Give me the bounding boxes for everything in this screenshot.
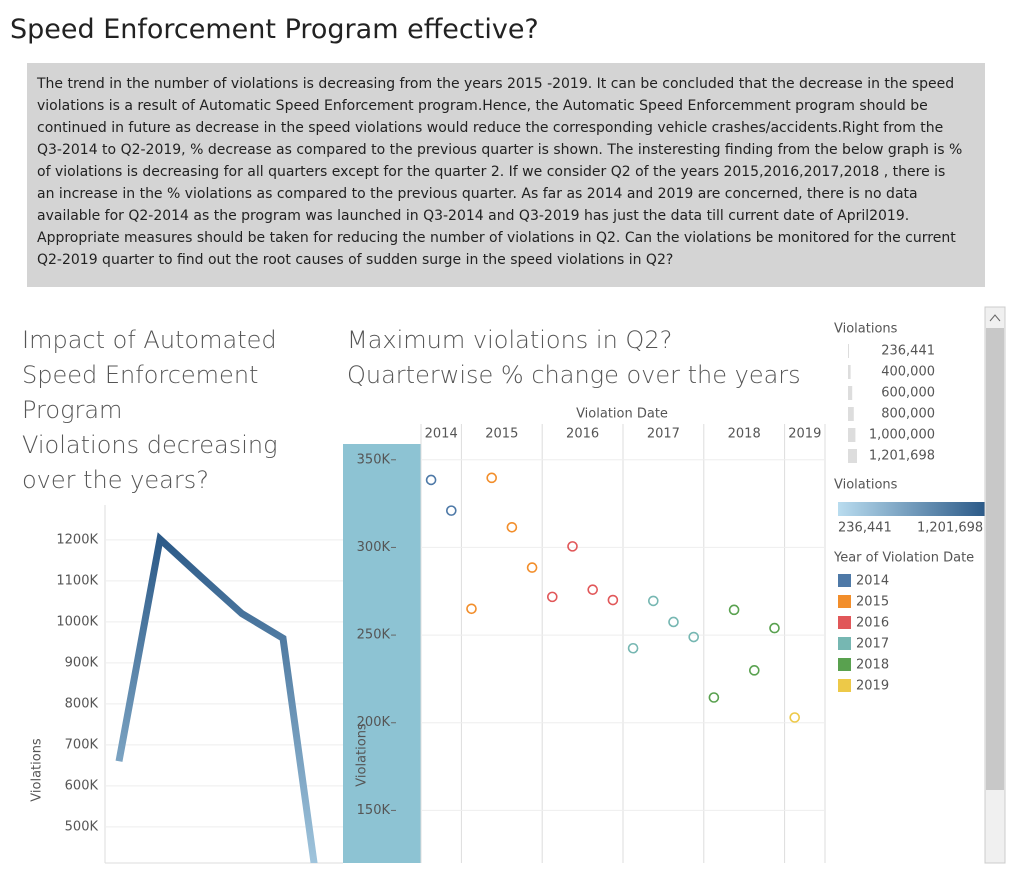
legend-label: 236,441 — [881, 344, 935, 359]
point — [728, 604, 740, 616]
point — [526, 562, 538, 573]
y-tick-label: 1100K — [56, 573, 98, 588]
y-tick-label: 600K — [65, 778, 99, 793]
x-axis-title: Violation Date — [576, 407, 668, 422]
y-tick-label: 900K — [65, 655, 99, 670]
point — [587, 584, 599, 595]
legend-label: 1,000,000 — [869, 428, 935, 443]
legend-title: Year of Violation Date — [833, 551, 974, 566]
chart-subtitle: Quarterwise % change over the years — [347, 361, 801, 389]
legend-label: 2019 — [856, 679, 889, 694]
point — [708, 692, 720, 703]
y-tick-label: 150K — [357, 803, 391, 818]
size-swatch — [848, 386, 853, 400]
legend-title: Violations — [834, 322, 898, 337]
legend-swatch — [838, 679, 851, 692]
chart-title: Maximum violations in Q2? — [347, 326, 673, 354]
legend-label: 1,201,698 — [917, 521, 983, 536]
point — [769, 622, 780, 634]
chart-title: Impact of Automated Speed Enforcement Pr… — [22, 326, 277, 424]
point — [486, 472, 498, 484]
column-header: 2019 — [788, 427, 821, 442]
legend-label: 2018 — [856, 658, 889, 673]
y-tick-label: 300K — [357, 540, 391, 555]
size-swatch — [848, 344, 849, 358]
column-header: 2014 — [425, 427, 458, 442]
point — [466, 603, 477, 615]
point — [546, 591, 558, 603]
color-ramp — [838, 502, 985, 516]
legend-swatch — [838, 595, 851, 608]
size-swatch — [848, 407, 854, 421]
point — [506, 521, 518, 533]
y-tick-label: 350K — [357, 452, 391, 467]
y-axis-title: Violations — [30, 738, 45, 802]
legend-label: 2014 — [856, 574, 889, 589]
point — [668, 616, 679, 628]
point — [607, 594, 619, 606]
point — [647, 595, 659, 607]
scroll-up[interactable] — [989, 314, 1001, 322]
axis-band — [343, 444, 421, 863]
legend-label: 400,000 — [881, 365, 935, 380]
column-header: 2016 — [566, 427, 599, 442]
legend-swatch — [838, 574, 851, 587]
y-tick-label: 200K — [357, 715, 391, 730]
y-axis-title: Violations — [355, 723, 370, 787]
y-tick-label: 700K — [65, 737, 99, 752]
column-header: 2018 — [728, 427, 761, 442]
legend-title: Violations — [834, 478, 898, 493]
legend-label: 2015 — [856, 595, 889, 610]
legend-label: 1,201,698 — [869, 449, 935, 464]
legend-swatch — [838, 637, 851, 650]
point — [789, 712, 801, 723]
point — [445, 505, 457, 516]
page-title: Speed Enforcement Program effective? — [10, 14, 539, 45]
point — [748, 665, 760, 676]
legend-label: 2017 — [856, 637, 889, 652]
legend-label: 236,441 — [838, 521, 892, 536]
legend-label: 600,000 — [881, 386, 935, 401]
line — [115, 532, 318, 863]
y-tick-label: 1200K — [56, 532, 98, 547]
scroll-thumb[interactable] — [986, 328, 1004, 790]
description: The trend in the number of violations is… — [27, 63, 985, 287]
legend-label: 2016 — [856, 616, 889, 631]
legend-swatch — [838, 658, 851, 671]
y-tick-label: 500K — [65, 819, 99, 834]
point — [567, 541, 578, 552]
size-swatch — [848, 428, 856, 442]
size-swatch — [848, 449, 857, 463]
legend-swatch — [838, 616, 851, 629]
legend-label: 800,000 — [881, 407, 935, 422]
y-tick-label: 800K — [65, 696, 99, 711]
size-swatch — [848, 365, 851, 379]
column-header: 2017 — [647, 427, 680, 442]
chart-subtitle: Violations decreasing over the years? — [22, 431, 278, 494]
y-tick-label: 250K — [357, 628, 391, 643]
column-header: 2015 — [485, 427, 518, 442]
y-tick-label: 1000K — [56, 614, 98, 629]
point — [425, 474, 437, 486]
point — [627, 642, 639, 654]
point — [688, 631, 700, 643]
